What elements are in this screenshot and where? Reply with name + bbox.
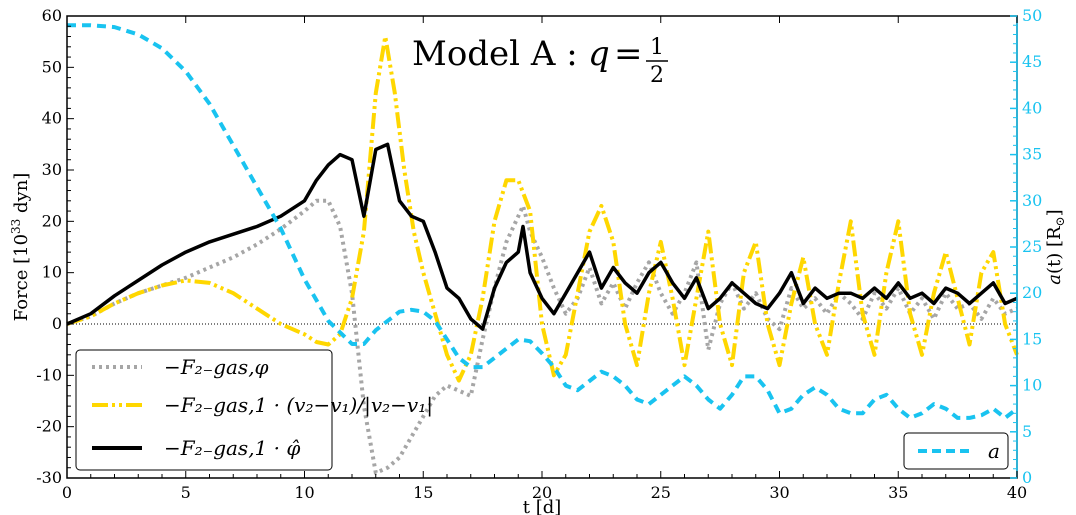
y-tick-label-right-0: 0 [1022,468,1032,487]
x-tick-label-30: 30 [769,483,789,502]
legend-right: a [903,432,1009,470]
legend-right-box [903,432,1009,470]
ylabel-right-t: (t) [R [1044,226,1065,274]
title-numerator: 1 [650,35,664,60]
ylabel-right-end: ] [1044,209,1065,216]
ticks-layer: 0 5 10 15 20 25 30 35 40-30-20-10010203040506005… [36,6,1042,502]
y-tick-label-left-10: 10 [42,263,62,282]
xlabel: t [d] [523,497,562,515]
y-tick-label-right-5: 5 [1022,422,1032,441]
series-line-gold [66,34,1019,383]
title-denominator: 2 [650,63,664,88]
ylabel-left-post: dyn] [11,173,32,219]
svg-text:a(t) [R⊙]: a(t) [R⊙] [1044,209,1067,284]
y-tick-label-left-40: 40 [42,109,62,128]
x-tick-label-25: 25 [651,483,671,502]
y-tick-label-right-45: 45 [1022,52,1042,71]
y-tick-label-right-35: 35 [1022,145,1042,164]
legend-label-black: −F₂₋gas,1 · φ̂ [164,436,300,460]
ylabel-left-pre: Force [10 [11,234,32,321]
y-tick-label-left-0: 0 [52,314,62,333]
legend-label-gray: −F₂₋gas,φ [164,355,269,379]
y-tick-label-left-30: 30 [42,160,62,179]
legend-label-cyan: a [988,439,1000,463]
y-tick-label-right-20: 20 [1022,283,1042,302]
title-q: q [588,34,610,74]
x-tick-label-35: 35 [888,483,908,502]
x-tick-label-0: 0 [62,483,72,502]
y-tick-label-right-40: 40 [1022,98,1042,117]
series-line-black [66,142,1018,331]
y-tick-label-right-25: 25 [1022,237,1042,256]
x-tick-label-5: 5 [181,483,191,502]
y-tick-label-left--30: -30 [36,468,62,487]
chart-title: Model A : q = 1 2 [412,34,668,88]
ylabel-left: Force [1033 dyn] [9,173,32,322]
y-tick-label-right-15: 15 [1022,329,1042,348]
y-tick-label-left-60: 60 [42,6,62,25]
legend-left-box [75,349,333,471]
x-tick-label-15: 15 [413,483,433,502]
y-tick-label-right-10: 10 [1022,376,1042,395]
ylabel-left-exp: 33 [9,219,23,234]
y-tick-label-left--10: -10 [36,365,62,384]
y-tick-label-left--20: -20 [36,417,62,436]
y-tick-label-left-50: 50 [42,57,62,76]
ylabel-right-a: a [1044,274,1065,285]
x-tick-label-40: 40 [1007,483,1027,502]
y-tick-label-left-20: 20 [42,211,62,230]
x-tick-label-20: 20 [532,483,552,502]
series-layer [66,23,1019,475]
svg-text:Force [1033 dyn]: Force [1033 dyn] [9,173,32,322]
x-tick-label-10: 10 [294,483,314,502]
legend-left: −F₂₋gas,φ −F₂₋gas,1 · (v₂−v₁)/|v₂−v₁| −F… [75,349,433,471]
y-tick-label-right-50: 50 [1022,6,1042,25]
title-prefix: Model A : [412,34,578,74]
ylabel-right-sun: ⊙ [1053,216,1067,226]
y-tick-label-right-30: 30 [1022,191,1042,210]
series-line-cyan [67,23,1019,420]
legend-label-gold: −F₂₋gas,1 · (v₂−v₁)/|v₂−v₁| [164,393,433,418]
title-eq: = [614,34,643,74]
ylabel-right: a(t) [R⊙] [1044,209,1067,284]
